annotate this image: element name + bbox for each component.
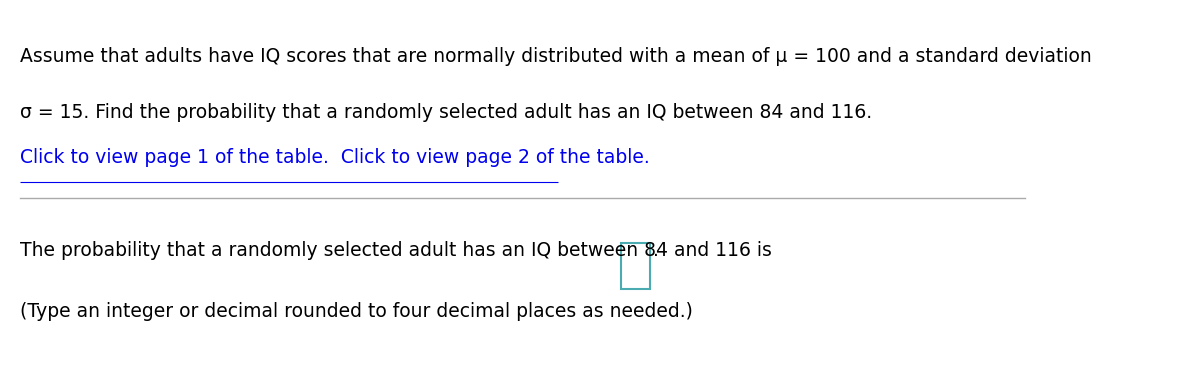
Text: Assume that adults have IQ scores that are normally distributed with a mean of μ: Assume that adults have IQ scores that a… [19,47,1092,66]
FancyBboxPatch shape [620,243,649,289]
Text: (Type an integer or decimal rounded to four decimal places as needed.): (Type an integer or decimal rounded to f… [19,302,692,321]
Text: σ = 15. Find the probability that a randomly selected adult has an IQ between 84: σ = 15. Find the probability that a rand… [19,103,872,122]
Text: Click to view page 1 of the table.  Click to view page 2 of the table.: Click to view page 1 of the table. Click… [19,148,649,167]
Text: .: . [653,241,659,260]
Text: The probability that a randomly selected adult has an IQ between 84 and 116 is: The probability that a randomly selected… [19,241,772,260]
